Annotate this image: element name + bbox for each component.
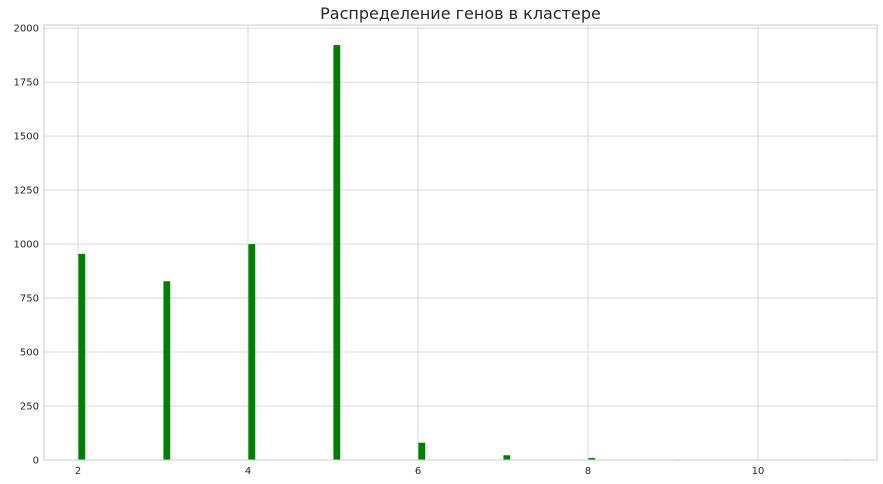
bar	[503, 455, 511, 460]
y-tick-label: 250	[20, 402, 39, 413]
x-tick-label: 8	[585, 466, 591, 477]
tick-labels: 0 250 500 750 1000 1250 1500 1750 2000 2 4 6 8 10	[14, 24, 765, 477]
bar	[78, 253, 86, 460]
y-tick-label: 1000	[14, 240, 39, 251]
bars	[78, 45, 851, 461]
bar	[418, 442, 426, 460]
y-tick-label: 0	[33, 456, 39, 467]
axes	[43, 24, 878, 461]
x-tick-label: 2	[75, 466, 81, 477]
bar	[588, 458, 596, 460]
bar	[163, 281, 171, 460]
grid	[44, 25, 877, 461]
x-tick-label: 4	[245, 466, 251, 477]
x-tick-label: 10	[752, 466, 765, 477]
x-tick-label: 6	[415, 466, 421, 477]
y-tick-label: 1250	[14, 186, 39, 197]
chart-title: Распределение генов в кластере	[320, 4, 601, 23]
y-tick-label: 1750	[14, 78, 39, 89]
y-tick-label: 500	[20, 348, 39, 359]
y-tick-label: 1500	[14, 132, 39, 143]
bar	[333, 45, 341, 460]
y-tick-label: 2000	[14, 24, 39, 35]
bar	[248, 244, 256, 460]
y-tick-label: 750	[20, 294, 39, 305]
plot-frame	[43, 24, 878, 461]
